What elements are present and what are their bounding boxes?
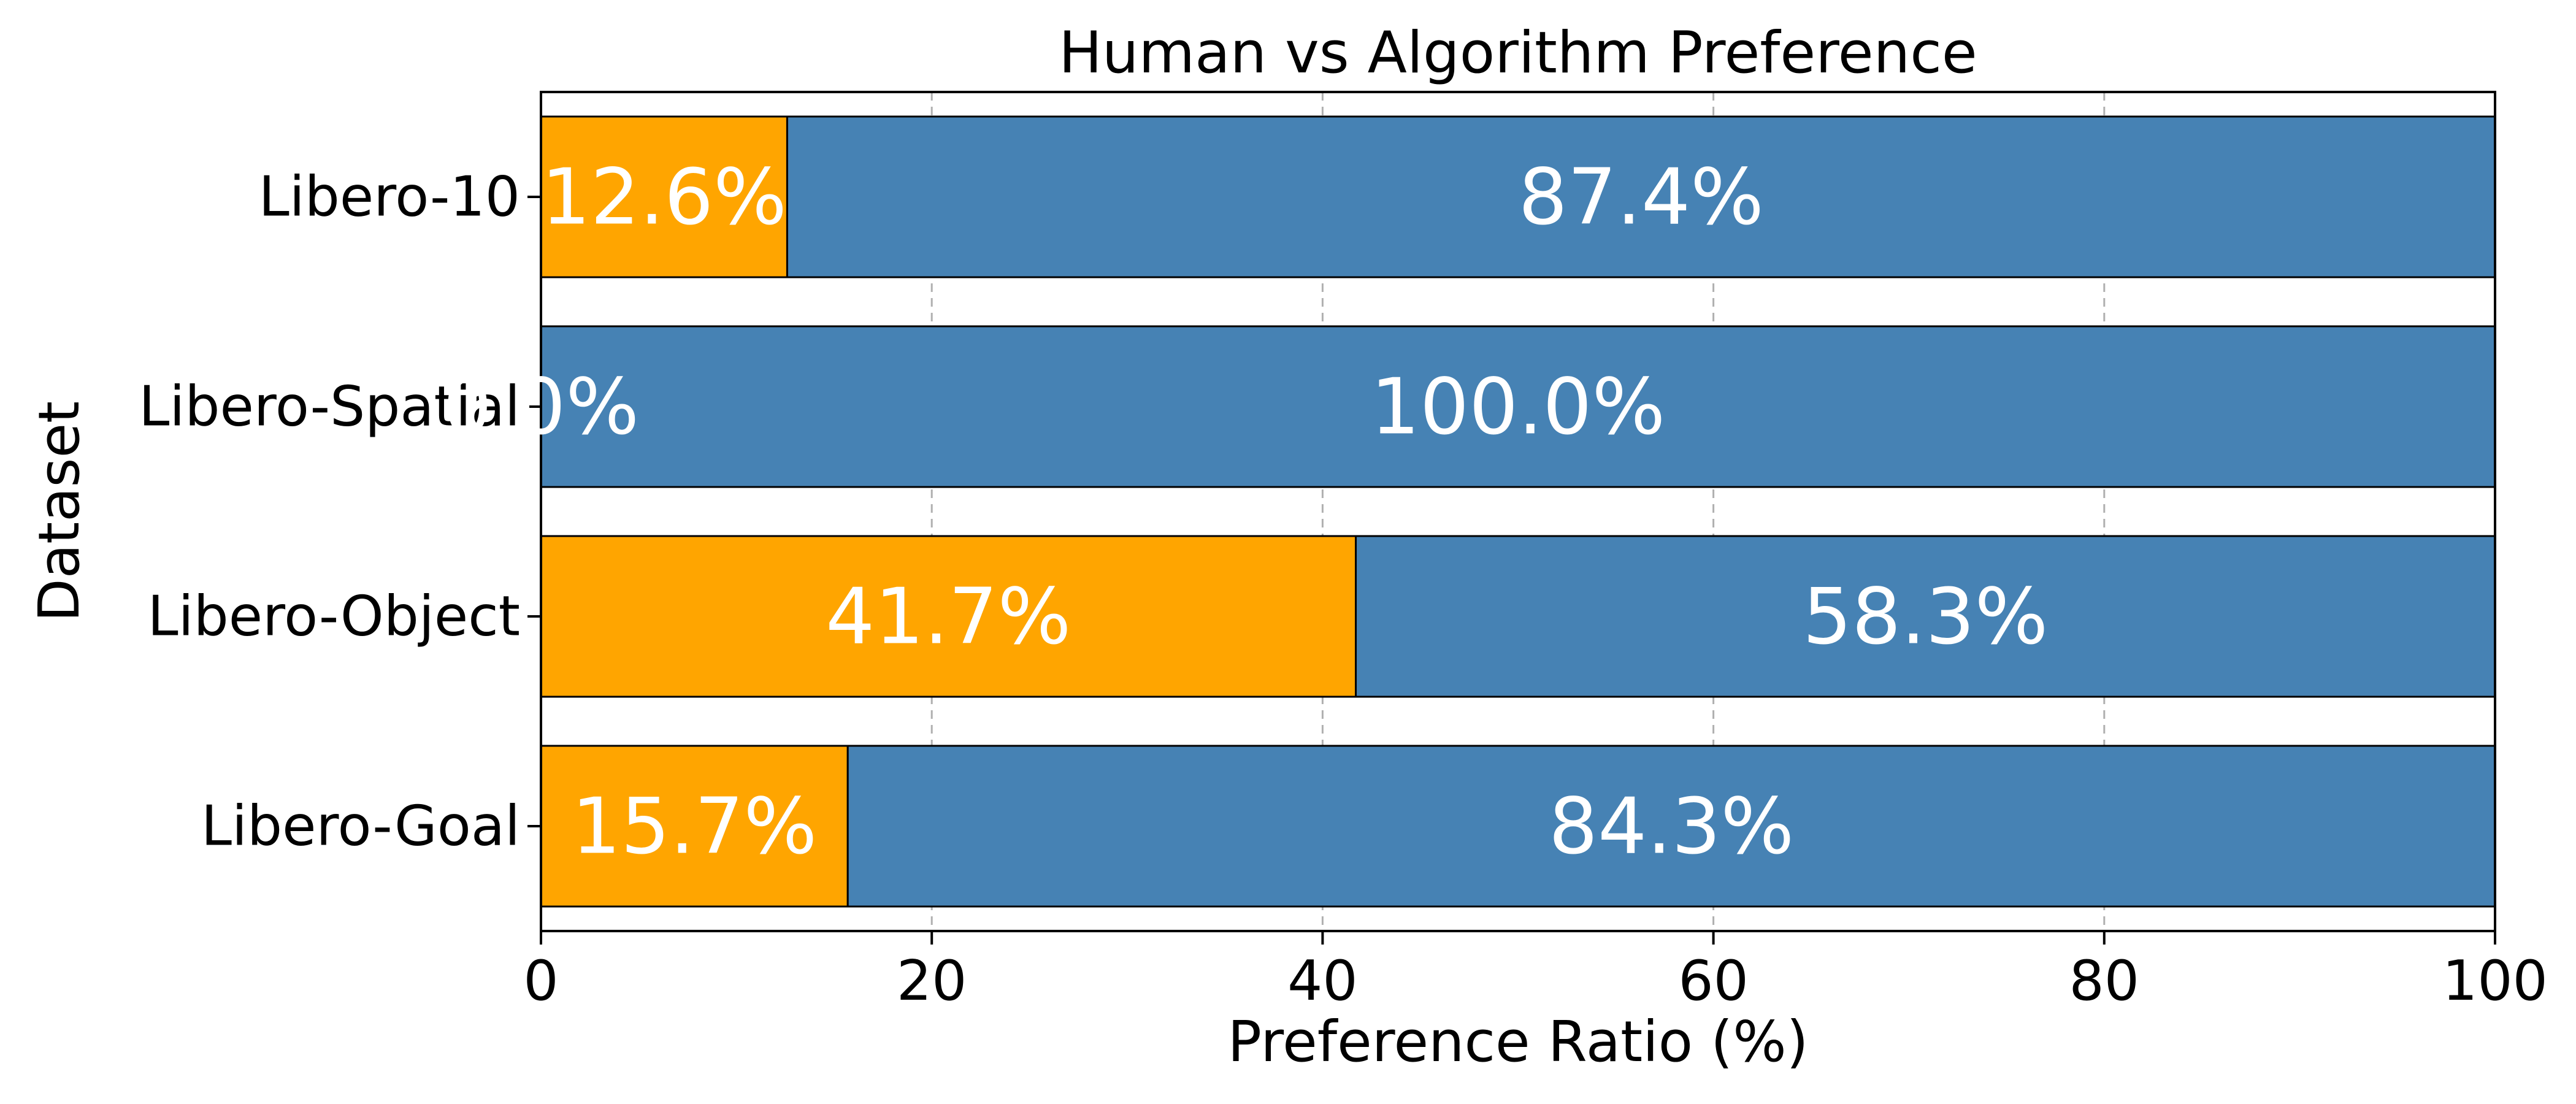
x-tick-label: 0	[523, 949, 558, 1013]
y-tick-label: Libero-Spatial	[139, 375, 520, 439]
chart-title: Human vs Algorithm Preference	[1059, 20, 1977, 86]
bar-libero-10-series-1	[540, 115, 788, 278]
bar-value-label: 58.3%	[1803, 572, 2048, 662]
plot-frame	[540, 91, 2496, 932]
bar-value-label: 12.6%	[542, 152, 787, 242]
bars	[540, 115, 2496, 908]
bar-labels: 12.6% 87.4% 0.0% 100.0% 41.7% 58.3% 15.7% 84.3%	[443, 152, 2048, 872]
x-tick-label: 60	[1678, 949, 1749, 1013]
bar-value-label: 84.3%	[1549, 781, 1794, 872]
y-tick-label: Libero-Object	[148, 585, 521, 649]
bar-libero-10-series-2	[786, 115, 2496, 278]
x-axis-label: Preference Ratio (%)	[1227, 1009, 1808, 1075]
ticks: 0 20 40 60 80 100 Libero-10 Libero-Spatial Liber…	[139, 165, 2548, 1014]
bar-value-label: 15.7%	[572, 781, 817, 872]
bar-value-label: 100.0%	[1371, 362, 1665, 452]
bar-libero-object-series-1	[540, 535, 1357, 698]
bar-value-label: 0.0%	[443, 362, 639, 452]
bar-value-label: 87.4%	[1519, 152, 1764, 242]
bar-libero-object-series-2	[1355, 535, 2496, 698]
y-axis-label: Dataset	[26, 401, 92, 622]
y-tick-label: Libero-10	[259, 165, 520, 229]
bar-value-label: 41.7%	[826, 572, 1071, 662]
y-tick-label: Libero-Goal	[201, 794, 520, 859]
x-tick-label: 40	[1287, 949, 1358, 1013]
bar-libero-spatial-series-2	[540, 325, 2496, 488]
x-tick-label: 80	[2069, 949, 2140, 1013]
x-tick-label: 100	[2442, 949, 2548, 1013]
bar-libero-goal-series-2	[846, 745, 2496, 908]
x-tick-label: 20	[897, 949, 967, 1013]
